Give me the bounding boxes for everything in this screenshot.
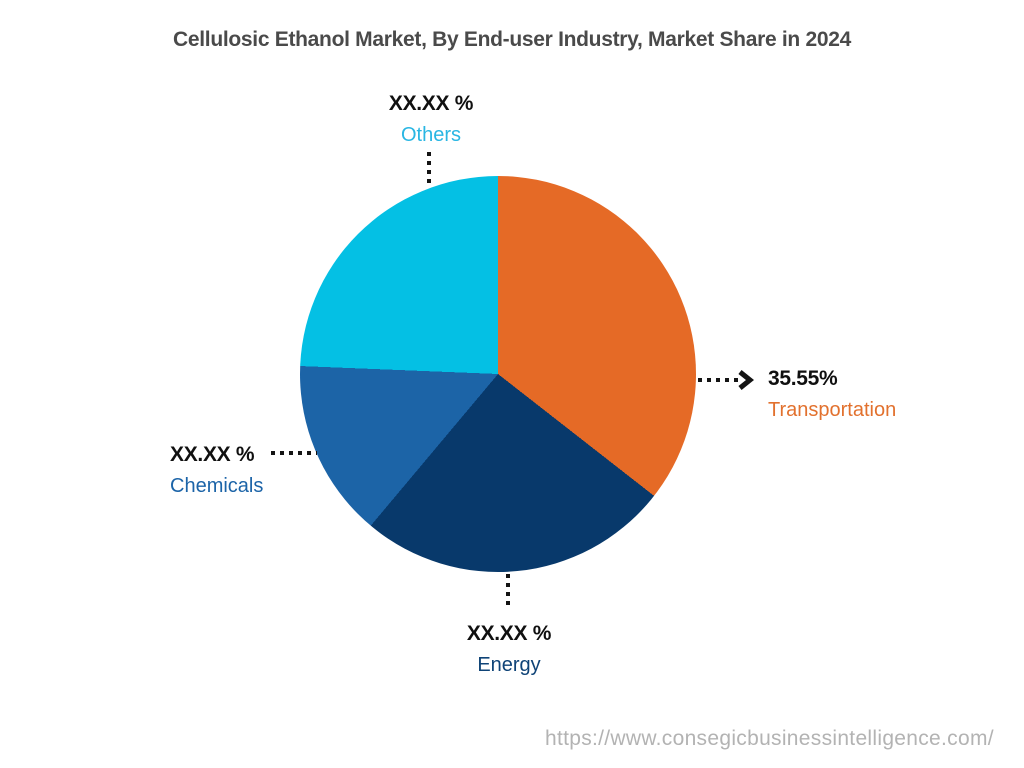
arrow-right-icon (737, 370, 755, 395)
others-leader-line (427, 152, 431, 186)
transportation-leader-line (698, 378, 738, 382)
others-label: Others (400, 124, 462, 146)
energy-label: Energy (477, 654, 541, 676)
label-group-energy: XX.XX % Energy (429, 622, 589, 677)
chart-title: Cellulosic Ethanol Market, By End-user I… (173, 28, 851, 51)
chemicals-label: Chemicals (170, 475, 264, 497)
transportation-label: Transportation (768, 399, 897, 421)
energy-leader-line (506, 574, 510, 608)
pie-chart (300, 176, 696, 572)
source-url: https://www.consegicbusinessintelligence… (545, 727, 994, 750)
others-value: XX.XX % (388, 92, 474, 115)
label-group-chemicals: XX.XX % Chemicals (170, 443, 263, 498)
chemicals-leader-line (271, 451, 317, 455)
label-group-others: XX.XX % Others (351, 92, 511, 147)
label-group-transportation: 35.55% Transportation (768, 367, 896, 422)
transportation-value: 35.55% (768, 367, 838, 390)
energy-value: XX.XX % (466, 622, 552, 645)
chemicals-value: XX.XX % (170, 443, 255, 466)
